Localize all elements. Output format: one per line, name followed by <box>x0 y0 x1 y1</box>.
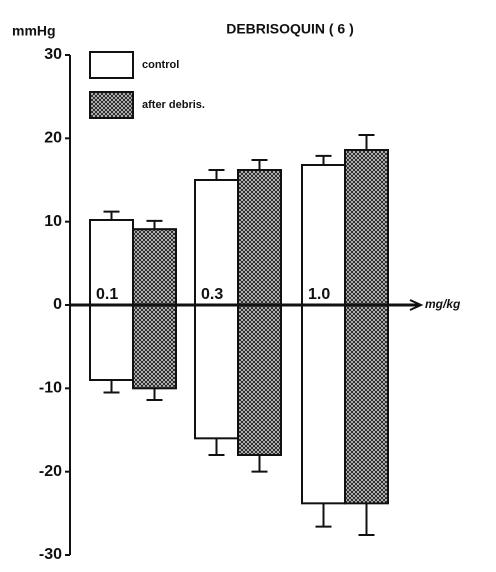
y-tick-label: 30 <box>44 46 62 63</box>
chart-title: DEBRISOQUIN ( 6 ) <box>226 21 354 37</box>
bar <box>301 164 346 306</box>
bar <box>132 228 177 307</box>
y-tick-label: -20 <box>39 463 62 480</box>
legend-swatch <box>89 91 134 119</box>
error-bar <box>251 159 268 170</box>
error-bar <box>103 380 120 394</box>
error-bar <box>208 169 225 180</box>
category-label: 0.3 <box>201 286 223 303</box>
legend-label: control <box>142 59 179 71</box>
y-tick-label: 20 <box>44 130 62 147</box>
y-tick-label: -30 <box>39 546 62 563</box>
category-label: 1.0 <box>308 286 330 303</box>
error-bar <box>358 134 375 150</box>
error-bar <box>315 503 332 528</box>
error-bar <box>358 503 375 536</box>
y-tick-label: 10 <box>44 213 62 230</box>
error-bar <box>146 219 163 230</box>
error-bar <box>103 210 120 220</box>
y-tick-label: 0 <box>53 296 62 313</box>
legend-swatch <box>89 51 134 79</box>
bar <box>344 149 389 306</box>
category-label: 0.1 <box>96 286 118 303</box>
bar <box>194 304 239 440</box>
error-bar <box>251 455 268 473</box>
bar <box>237 304 282 456</box>
error-bar <box>208 438 225 456</box>
y-tick-label: -10 <box>39 380 62 397</box>
error-bar <box>315 154 332 165</box>
bar <box>301 304 346 505</box>
bar <box>237 169 282 306</box>
bar <box>132 304 177 390</box>
bar <box>89 304 134 381</box>
legend-label: after debris. <box>142 99 205 111</box>
x-axis-arrow <box>409 299 424 311</box>
bar <box>344 304 389 505</box>
x-axis-label: mg/kg <box>425 297 461 311</box>
y-axis-label: mmHg <box>12 23 56 39</box>
error-bar <box>146 388 163 401</box>
